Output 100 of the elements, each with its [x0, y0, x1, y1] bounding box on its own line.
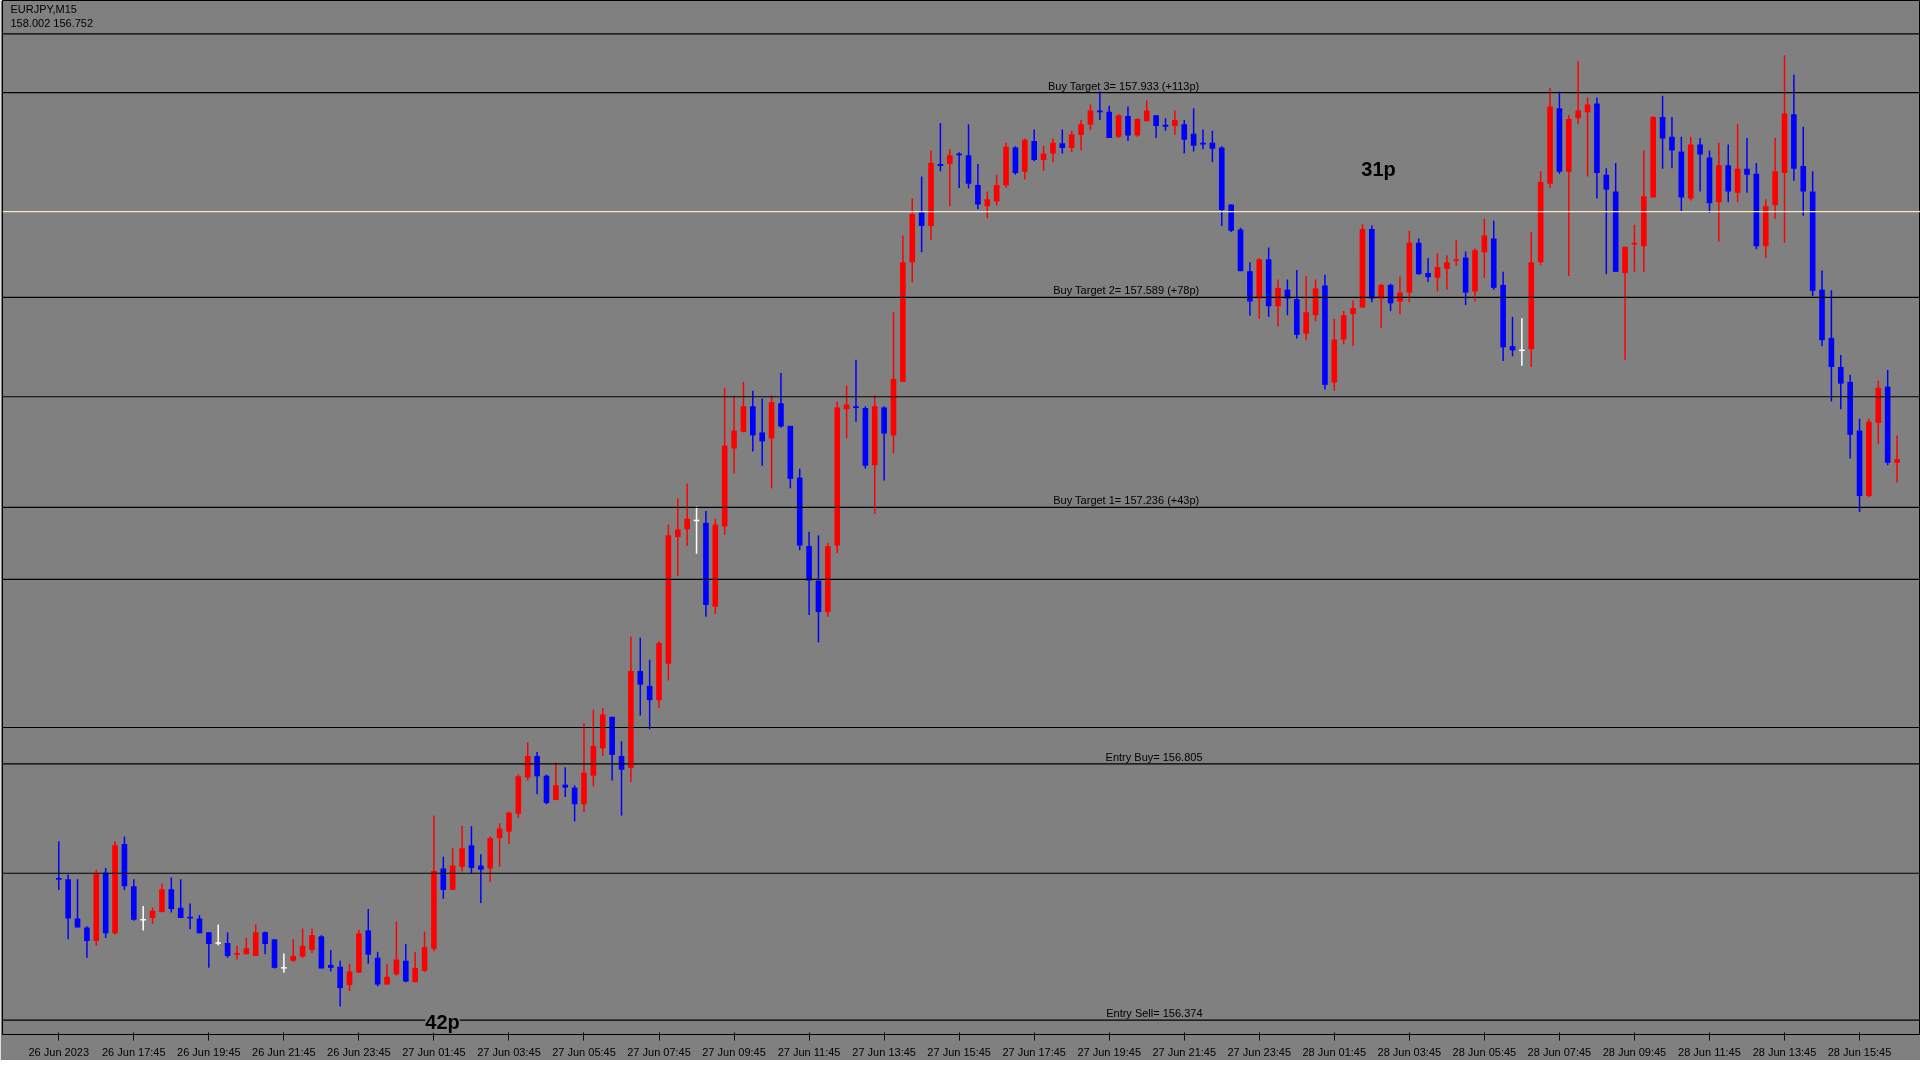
candlestick [1303, 275, 1309, 341]
candlestick [1397, 275, 1403, 315]
candlestick [1697, 137, 1703, 193]
candlestick [1603, 167, 1610, 275]
candlestick [1575, 60, 1581, 125]
x-tick-label: 26 Jun 21:45 [252, 1045, 316, 1058]
candlestick [1837, 354, 1844, 410]
chart-title: EURJPY,M15 [10, 2, 77, 15]
candlestick [290, 938, 297, 963]
candlestick [993, 174, 1000, 206]
candlestick [1434, 252, 1441, 293]
candlestick [937, 122, 944, 172]
ref-line-label: Entry Buy= 156.805 [1105, 750, 1203, 763]
candlestick [1453, 239, 1460, 267]
candlestick [984, 190, 991, 219]
candlestick [337, 959, 343, 1008]
candlestick [506, 810, 512, 845]
candlestick [1031, 128, 1037, 162]
candlestick [234, 945, 240, 961]
candlestick [1444, 254, 1450, 291]
candlestick [1350, 299, 1356, 347]
candlestick [853, 359, 859, 423]
candlestick [1040, 144, 1047, 172]
x-tick-label: 27 Jun 03:45 [477, 1045, 541, 1058]
candlestick [1744, 137, 1750, 194]
candlestick [1190, 107, 1197, 153]
ref-line-label: Buy Target 3= 157.933 (+113p) [1047, 79, 1200, 92]
candlestick [1209, 130, 1216, 164]
x-tick-label: 28 Jun 03:45 [1377, 1045, 1442, 1058]
x-tick-label: 26 Jun 23:45 [327, 1045, 391, 1058]
x-tick-label: 27 Jun 05:45 [552, 1045, 616, 1058]
candlestick [956, 151, 962, 189]
candlestick [1172, 109, 1178, 136]
candlestick [74, 878, 81, 929]
x-tick-label: 28 Jun 05:45 [1452, 1045, 1517, 1058]
candlestick [468, 825, 475, 875]
candlestick [168, 876, 175, 914]
candlestick [252, 923, 259, 957]
candlestick [421, 930, 428, 973]
candlestick [214, 923, 222, 947]
candlestick [684, 482, 690, 547]
candlestick [478, 853, 484, 904]
x-tick-label: 26 Jun 17:45 [102, 1045, 166, 1058]
candlestick [1425, 257, 1431, 283]
candlestick [1125, 105, 1131, 142]
x-tick-label: 27 Jun 11:45 [777, 1045, 841, 1058]
candlestick [402, 943, 409, 983]
x-tick-label: 28 Jun 11:45 [1678, 1045, 1741, 1058]
candlestick [1134, 117, 1141, 138]
candlestick [412, 951, 418, 983]
candlestick [843, 384, 850, 440]
candlestick [1153, 114, 1159, 139]
candlestick [1659, 94, 1666, 170]
candlestick [1068, 130, 1075, 153]
candlestick [759, 397, 766, 467]
candlestick [1050, 137, 1056, 164]
candlestick [159, 882, 165, 914]
candlestick [553, 761, 559, 801]
ref-line-label: Entry Sell= 156.374 [1106, 1007, 1203, 1020]
candlestick [524, 741, 531, 782]
candlestick [1115, 113, 1122, 139]
candlestick [384, 962, 390, 986]
candlestick [1059, 128, 1066, 155]
annotation: 42p [425, 1010, 460, 1033]
x-tick-label: 26 Jun 19:45 [177, 1045, 241, 1058]
candlestick [84, 925, 90, 959]
candlestick [534, 751, 540, 795]
candlestick [55, 840, 62, 891]
x-tick-label: 27 Jun 19:45 [1077, 1045, 1142, 1058]
candlestick [440, 855, 447, 900]
candlestick [280, 952, 288, 974]
x-tick-label: 27 Jun 07:45 [627, 1045, 691, 1058]
candlestick [778, 372, 784, 429]
x-tick-label: 27 Jun 13:45 [852, 1045, 916, 1058]
candlestick [1378, 282, 1385, 329]
candlestick [1078, 119, 1084, 152]
text: 158.002 156.752 [10, 16, 94, 29]
x-tick-label: 27 Jun 23:45 [1227, 1045, 1292, 1058]
x-tick-label: 28 Jun 09:45 [1602, 1045, 1667, 1058]
x-tick-label: 27 Jun 17:45 [1002, 1045, 1067, 1058]
candlestick [674, 497, 681, 577]
candlestick [309, 927, 315, 954]
annotation: 31p [1361, 157, 1396, 180]
x-tick-label: 28 Jun 07:45 [1527, 1045, 1592, 1058]
x-tick-label: 28 Jun 01:45 [1302, 1045, 1367, 1058]
candlestick [731, 395, 737, 475]
x-tick-label: 28 Jun 13:45 [1752, 1045, 1817, 1058]
candlestick [562, 766, 569, 798]
x-tick-label: 27 Jun 21:45 [1152, 1045, 1217, 1058]
x-tick-label: 27 Jun 15:45 [927, 1045, 991, 1058]
candlestick [299, 927, 306, 959]
candlestick [1894, 434, 1900, 484]
candlestick [1181, 119, 1188, 155]
x-tick-label: 27 Jun 09:45 [702, 1045, 766, 1058]
candlestick [327, 949, 334, 973]
x-tick-label: 26 Jun 2023 [28, 1045, 90, 1058]
ref-line-label: Buy Target 2= 157.589 (+78p) [1053, 284, 1200, 297]
candlestick [918, 175, 925, 253]
candlestick [459, 824, 465, 873]
candlestick [975, 163, 981, 211]
